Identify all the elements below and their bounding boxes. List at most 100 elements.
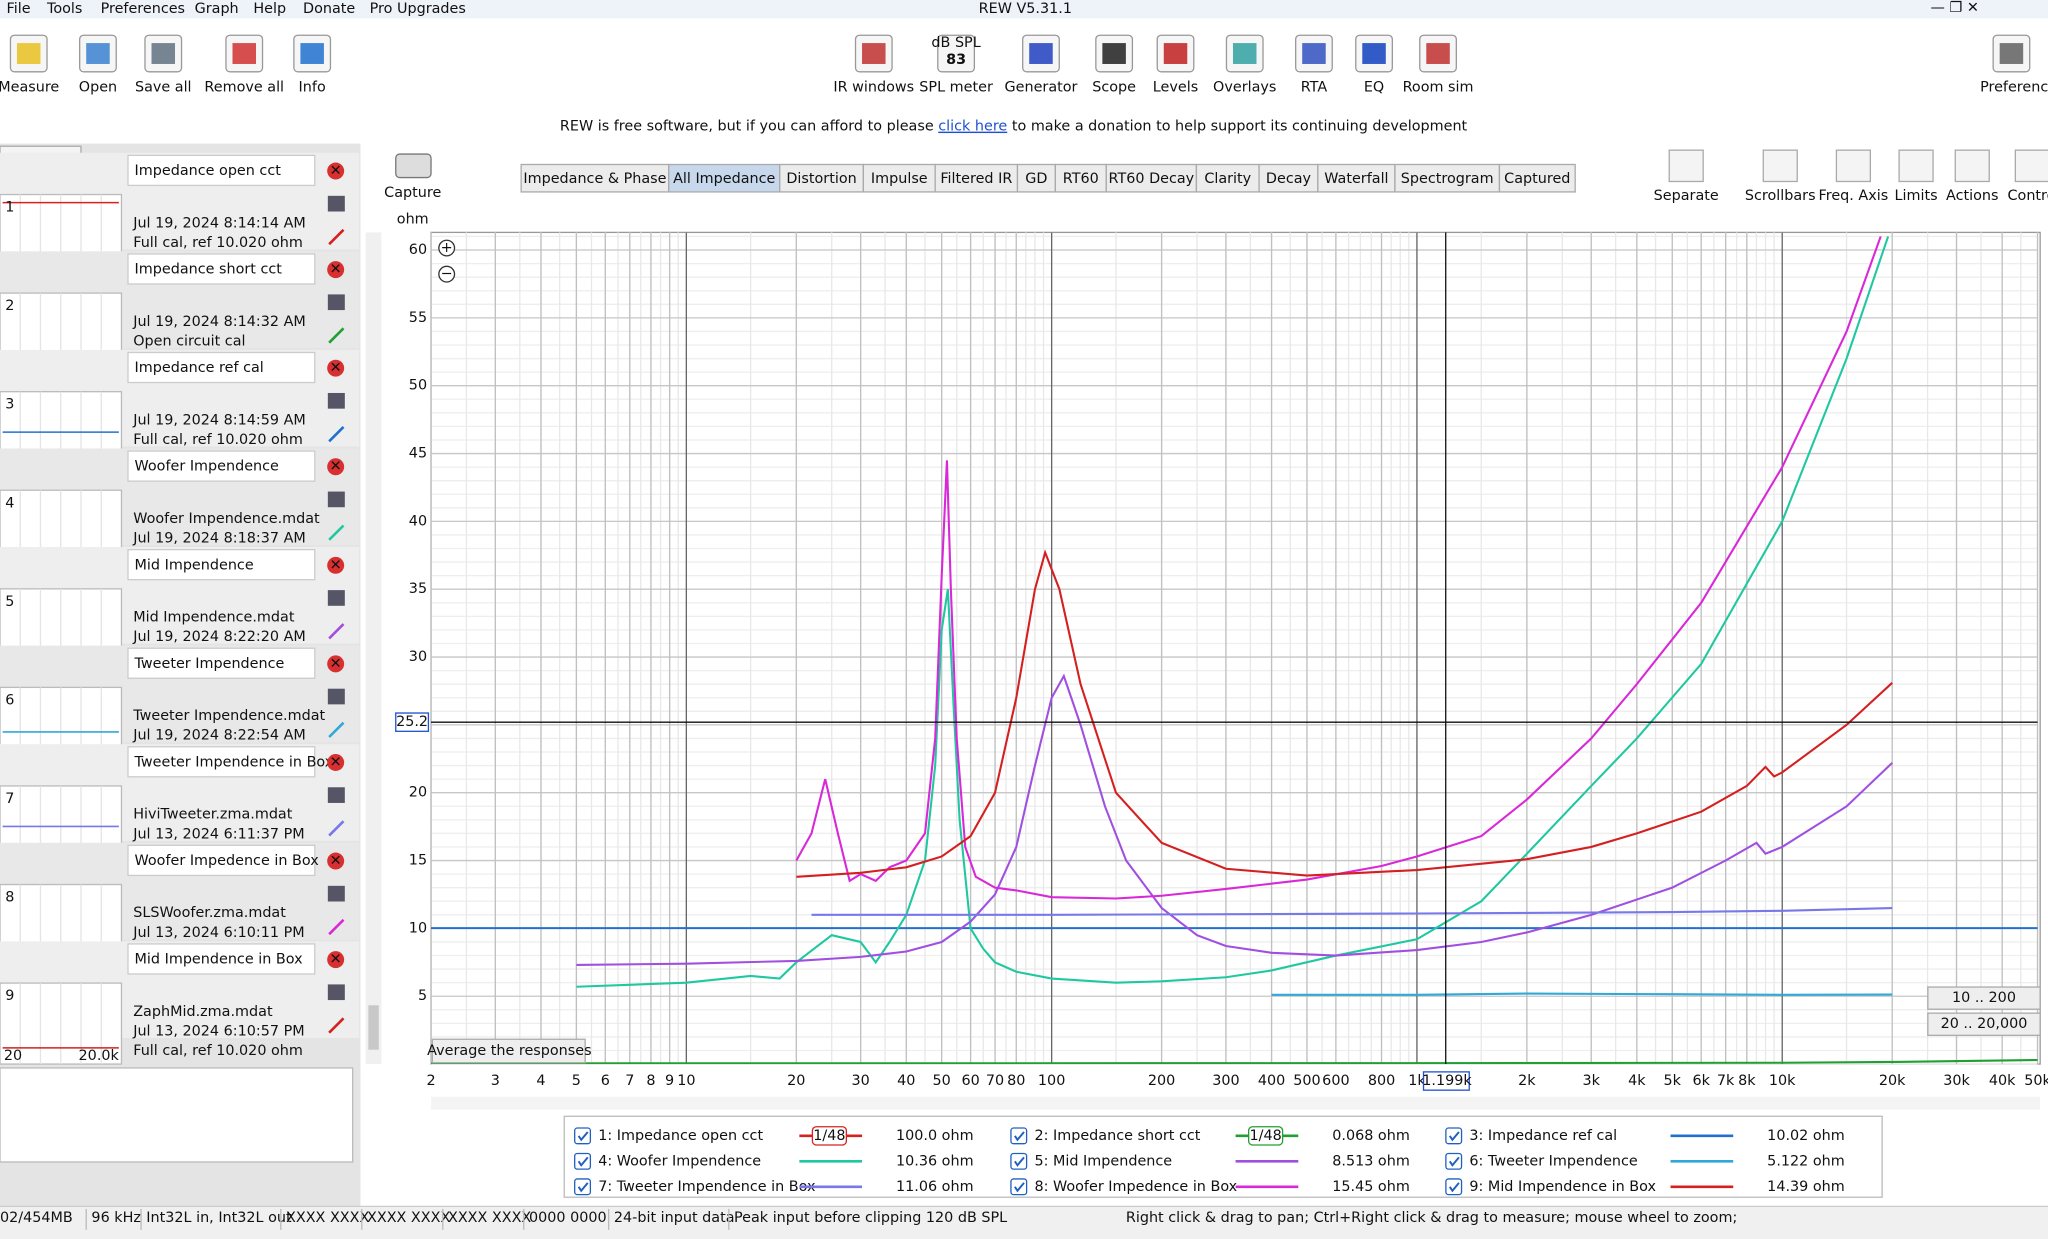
h-scrollbar[interactable] [431,1096,2041,1110]
menu-item[interactable]: Tools [46,1,82,17]
delete-button[interactable] [327,359,345,377]
toolbar-label[interactable]: Remove all [204,79,284,95]
edit-icon[interactable] [328,721,345,738]
graph-tool-label[interactable]: Separate [1654,188,1719,204]
legend-checkbox[interactable] [1010,1127,1028,1145]
graph-tab-label[interactable]: Filtered IR [940,171,1012,187]
legend-checkbox[interactable] [1445,1178,1463,1196]
graph-tab-label[interactable]: Waterfall [1324,171,1388,187]
name-box[interactable] [127,943,316,975]
toolbar-label[interactable]: Overlays [1213,79,1276,95]
info-icon[interactable] [327,984,345,1001]
name-box[interactable] [127,746,316,778]
measurement-name[interactable]: Woofer Impedence in Box [135,853,320,869]
edit-icon[interactable] [328,918,345,936]
delete-button[interactable] [327,556,345,574]
toolbar-icon[interactable] [937,34,976,73]
measurement-name[interactable]: Impedance ref cal [135,360,264,376]
donation-link[interactable]: click here [938,119,1007,135]
graph-tab[interactable] [520,163,670,193]
graph-tool-label[interactable]: Scrollbars [1745,188,1816,204]
legend-checkbox[interactable] [1445,1127,1463,1145]
toolbar-label[interactable]: IR windows [833,79,914,95]
graph-tab[interactable] [779,163,864,193]
capture-label[interactable]: Capture [384,185,441,201]
graph-tab-label[interactable]: Distortion [786,171,856,187]
info-icon[interactable] [327,491,345,508]
info-icon[interactable] [327,392,345,409]
capture-icon[interactable] [395,153,432,179]
graph-tool-icon[interactable] [1762,149,1798,183]
delete-button[interactable] [327,852,345,870]
toolbar-label[interactable]: Room sim [1403,79,1474,95]
graph-tab-label[interactable]: Impedance & Phase [523,171,666,187]
menu-item[interactable]: Preferences [101,1,185,17]
graph-tool-icon[interactable] [1954,149,1990,183]
legend-name[interactable]: 5: Mid Impendence [1034,1153,1172,1169]
graph-tool-icon[interactable] [1668,149,1704,183]
graph-tab-label[interactable]: Impulse [871,171,928,187]
legend-checkbox[interactable] [574,1152,592,1170]
graph-tab[interactable] [1258,163,1319,193]
edit-icon[interactable] [328,327,345,344]
toolbar-label[interactable]: Generator [1005,79,1078,95]
measurement-name[interactable]: Tweeter Impendence [134,656,285,672]
info-icon[interactable] [327,590,345,606]
delete-button[interactable] [327,753,345,771]
delete-button[interactable] [327,655,345,673]
legend-name[interactable]: 7: Tweeter Impendence in Box [598,1179,816,1195]
graph-tab-label[interactable]: Spectrogram [1401,171,1494,187]
legend-name[interactable]: 1: Impedance open cct [598,1128,763,1144]
graph-tab-label[interactable]: GD [1025,171,1047,187]
name-box[interactable] [127,351,316,384]
delete-button[interactable] [327,162,345,180]
graph-tab[interactable] [862,163,936,193]
toolbar-label[interactable]: Measure [0,79,59,95]
smoothing-label[interactable]: 1/48 [813,1128,845,1144]
edit-icon[interactable] [328,426,345,443]
name-box[interactable] [127,548,316,581]
graph-tool-icon[interactable] [2014,149,2048,183]
legend-checkbox[interactable] [574,1127,592,1145]
range-button[interactable] [1927,1012,2041,1036]
graph-tab[interactable] [1498,163,1576,193]
graph-tool-label[interactable]: Freq. Axis [1819,188,1889,204]
graph-tab-label[interactable]: Decay [1266,171,1312,187]
edit-icon[interactable] [328,1017,345,1034]
average-label[interactable]: Average the responses [427,1043,591,1059]
graph-tool-label[interactable]: Limits [1895,188,1938,204]
graph-tab[interactable] [1054,163,1107,193]
measurement-name[interactable]: Woofer Impendence [135,459,280,475]
zoom-button[interactable] [438,239,456,257]
edit-icon[interactable] [328,524,345,541]
menu-item[interactable]: Pro Upgrades [370,1,466,17]
toolbar-label[interactable]: EQ [1364,79,1384,95]
name-box[interactable] [127,154,316,187]
toolbar-label[interactable]: Scope [1092,79,1136,95]
panel-scroll-thumb[interactable] [368,1005,379,1050]
graph-tab[interactable] [934,163,1019,193]
info-icon[interactable] [327,195,345,212]
legend-checkbox[interactable] [574,1178,592,1196]
average-button[interactable] [431,1038,586,1064]
name-box[interactable] [127,253,316,285]
graph-tool-label[interactable]: Controls [2008,188,2048,204]
delete-button[interactable] [327,261,345,279]
info-icon[interactable] [327,787,345,803]
measurement-name[interactable]: Mid Impendence in Box [135,952,304,968]
legend-name[interactable]: 9: Mid Impendence in Box [1469,1179,1656,1195]
legend-checkbox[interactable] [1010,1178,1028,1196]
edit-icon[interactable] [328,820,345,837]
toolbar-label[interactable]: Preferences [1980,79,2048,95]
graph-tab-label[interactable]: Clarity [1204,171,1251,187]
toolbar-label[interactable]: RTA [1301,79,1328,95]
measurement-name[interactable]: Mid Impendence [135,557,254,573]
graph-tool-icon[interactable] [1835,149,1872,183]
measurement-name[interactable]: Impedance short cct [135,262,283,278]
delete-button[interactable] [327,951,345,969]
menu-item[interactable]: File [7,1,31,17]
graph-tool-icon[interactable] [1898,149,1934,183]
panel-scrollbar[interactable] [365,232,382,1065]
legend-checkbox[interactable] [1010,1152,1028,1170]
graph-tab[interactable] [1394,163,1501,193]
